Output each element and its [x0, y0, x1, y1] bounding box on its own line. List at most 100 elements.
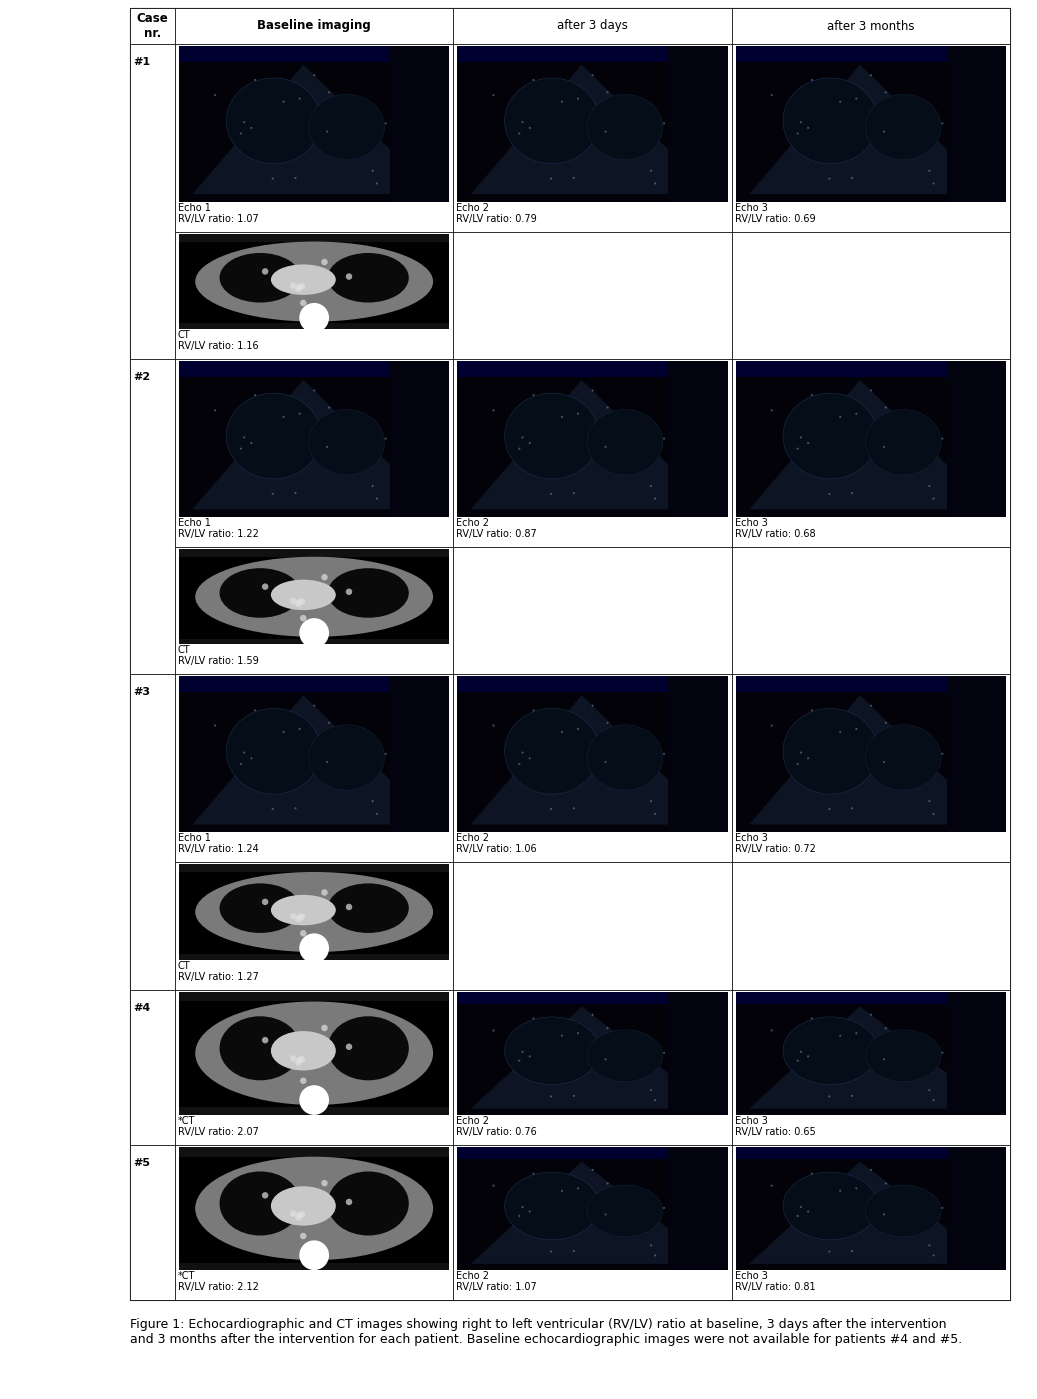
- Circle shape: [240, 133, 242, 134]
- Bar: [735, 677, 1006, 832]
- Circle shape: [811, 395, 813, 396]
- Bar: [457, 361, 728, 518]
- Bar: [175, 1144, 453, 1300]
- Bar: [453, 1144, 732, 1300]
- Bar: [735, 1147, 1006, 1160]
- Bar: [390, 677, 449, 832]
- Circle shape: [663, 1052, 665, 1053]
- Ellipse shape: [195, 1157, 433, 1260]
- Circle shape: [796, 1214, 798, 1217]
- Polygon shape: [193, 64, 436, 194]
- Circle shape: [851, 1095, 853, 1097]
- Circle shape: [654, 813, 656, 816]
- Circle shape: [882, 1058, 885, 1060]
- Bar: [732, 8, 1010, 43]
- Bar: [175, 989, 453, 1144]
- Bar: [390, 361, 449, 518]
- Bar: [947, 361, 1006, 518]
- Bar: [732, 43, 1010, 232]
- Circle shape: [300, 299, 307, 306]
- Circle shape: [607, 722, 609, 723]
- Circle shape: [654, 182, 656, 185]
- Circle shape: [299, 727, 301, 730]
- Circle shape: [856, 1032, 858, 1034]
- Bar: [668, 1147, 728, 1270]
- Ellipse shape: [505, 708, 599, 795]
- Circle shape: [375, 813, 377, 816]
- Text: Echo 2: Echo 2: [456, 203, 489, 213]
- Circle shape: [572, 492, 574, 494]
- Circle shape: [650, 169, 652, 172]
- Text: #3: #3: [133, 687, 150, 698]
- Circle shape: [262, 1192, 269, 1199]
- Polygon shape: [749, 695, 992, 824]
- Circle shape: [250, 127, 252, 129]
- Circle shape: [214, 94, 216, 97]
- Circle shape: [313, 389, 315, 392]
- Ellipse shape: [866, 1030, 942, 1081]
- Bar: [947, 992, 1006, 1115]
- Circle shape: [375, 182, 377, 185]
- Bar: [179, 639, 449, 645]
- Circle shape: [928, 169, 930, 172]
- Circle shape: [932, 1100, 934, 1101]
- Circle shape: [928, 1088, 930, 1091]
- Circle shape: [296, 1059, 302, 1066]
- Bar: [179, 234, 449, 329]
- Circle shape: [493, 410, 495, 411]
- Bar: [179, 677, 449, 832]
- Circle shape: [321, 1024, 328, 1031]
- Circle shape: [290, 1055, 297, 1062]
- Polygon shape: [471, 64, 714, 194]
- Ellipse shape: [866, 725, 942, 790]
- Circle shape: [262, 269, 269, 274]
- Bar: [179, 865, 449, 872]
- Circle shape: [299, 413, 301, 416]
- Bar: [668, 361, 728, 518]
- Circle shape: [328, 407, 330, 409]
- Circle shape: [300, 304, 329, 333]
- Bar: [457, 992, 728, 1004]
- Bar: [179, 46, 449, 201]
- Bar: [175, 547, 453, 674]
- Bar: [735, 992, 1006, 1004]
- Ellipse shape: [783, 1017, 877, 1084]
- Circle shape: [605, 761, 607, 762]
- Circle shape: [882, 130, 885, 133]
- Circle shape: [839, 1035, 841, 1037]
- Circle shape: [345, 273, 353, 280]
- Circle shape: [522, 436, 524, 438]
- Bar: [735, 1147, 1006, 1270]
- Ellipse shape: [220, 568, 301, 618]
- Polygon shape: [471, 381, 714, 509]
- Circle shape: [529, 1055, 531, 1058]
- Bar: [179, 234, 449, 242]
- Circle shape: [313, 705, 315, 706]
- Bar: [457, 1147, 728, 1270]
- Bar: [179, 865, 449, 960]
- Ellipse shape: [271, 895, 336, 925]
- Ellipse shape: [783, 708, 877, 795]
- Circle shape: [928, 1244, 930, 1247]
- Circle shape: [493, 1030, 495, 1031]
- Bar: [732, 862, 1010, 989]
- Ellipse shape: [587, 1185, 663, 1237]
- Text: #5: #5: [133, 1158, 150, 1168]
- Circle shape: [240, 448, 242, 449]
- Bar: [457, 46, 728, 62]
- Circle shape: [882, 446, 885, 448]
- Circle shape: [371, 800, 373, 802]
- Circle shape: [856, 413, 858, 416]
- Text: Echo 3: Echo 3: [734, 1272, 767, 1281]
- Text: #4: #4: [133, 1003, 150, 1013]
- Circle shape: [650, 485, 652, 487]
- Text: RV/LV ratio: 2.07: RV/LV ratio: 2.07: [178, 1126, 259, 1137]
- Circle shape: [327, 130, 329, 133]
- Text: RV/LV ratio: 0.87: RV/LV ratio: 0.87: [456, 529, 537, 539]
- Circle shape: [870, 705, 872, 706]
- Ellipse shape: [866, 94, 942, 159]
- Bar: [179, 361, 449, 376]
- Bar: [179, 1147, 449, 1270]
- Bar: [175, 8, 453, 43]
- Circle shape: [518, 1214, 521, 1217]
